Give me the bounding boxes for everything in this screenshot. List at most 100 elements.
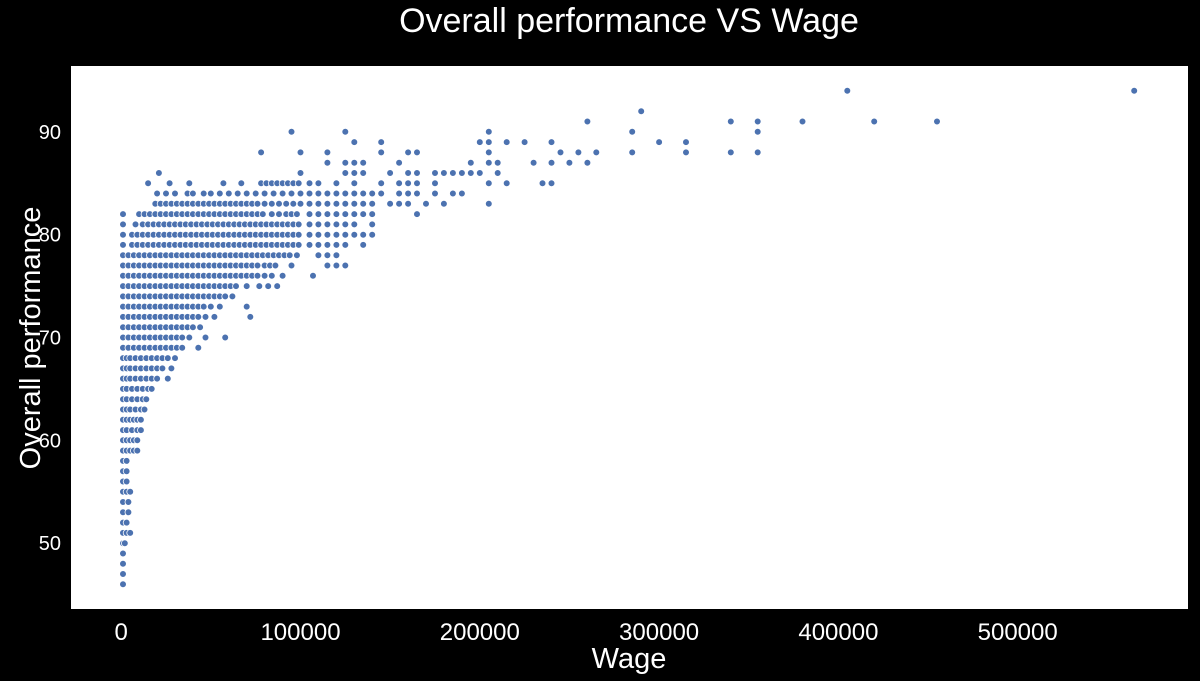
data-point [293, 210, 301, 218]
data-point [296, 189, 305, 198]
x-tick-label: 500000 [978, 619, 1058, 646]
data-point [253, 261, 262, 270]
x-axis-label: Wage [592, 643, 667, 675]
data-point [323, 210, 332, 218]
data-point [332, 200, 341, 208]
data-point [350, 179, 359, 188]
x-tick-label: 200000 [440, 619, 520, 646]
data-point [404, 200, 412, 208]
data-point [484, 200, 493, 208]
data-point [323, 158, 332, 167]
y-tick-label: 50 [39, 533, 61, 555]
data-point [377, 189, 386, 198]
data-point [153, 374, 161, 383]
data-point [201, 313, 210, 321]
data-point [637, 107, 645, 116]
data-point [753, 117, 762, 126]
data-point [199, 302, 208, 311]
data-point [314, 200, 323, 208]
data-point [210, 313, 219, 321]
data-point [583, 117, 592, 126]
data-point [221, 333, 230, 342]
data-point [449, 189, 457, 198]
data-point [207, 189, 215, 198]
data-point [305, 179, 314, 188]
data-point [368, 200, 377, 208]
data-point [285, 251, 294, 260]
data-point [199, 189, 208, 198]
data-point [655, 138, 663, 146]
data-point [225, 189, 233, 198]
data-point [466, 158, 475, 167]
data-point [194, 313, 203, 321]
data-point [726, 117, 735, 126]
data-point [201, 333, 210, 342]
x-tick-label: 100000 [260, 619, 340, 646]
data-point [267, 200, 276, 208]
data-point [185, 179, 194, 188]
data-point [377, 179, 386, 188]
data-point [228, 292, 237, 301]
data-point [251, 189, 260, 198]
data-point [237, 179, 246, 188]
data-point [538, 179, 547, 188]
data-point [547, 138, 556, 146]
data-point [196, 323, 204, 332]
data-point [502, 138, 511, 146]
data-point [341, 169, 350, 177]
data-point [350, 138, 359, 146]
data-point [395, 179, 403, 188]
data-point [119, 230, 127, 239]
data-point [368, 210, 377, 218]
data-point [267, 271, 276, 280]
data-point [242, 282, 251, 290]
data-point [314, 220, 323, 229]
data-point [178, 333, 187, 342]
data-point [314, 251, 323, 260]
data-point [341, 189, 350, 198]
data-point [556, 148, 565, 157]
data-point [255, 282, 264, 290]
data-point [164, 354, 172, 362]
data-point [574, 148, 583, 157]
data-point [242, 189, 251, 198]
data-point [386, 200, 394, 208]
data-point [278, 189, 287, 198]
y-axis-ticks: 50 60 70 80 90 [39, 122, 61, 555]
data-point [246, 313, 255, 321]
data-point [350, 158, 359, 167]
data-point [155, 169, 163, 177]
data-point [458, 169, 466, 177]
data-point [260, 271, 269, 280]
data-point [350, 189, 359, 198]
data-point [119, 549, 127, 558]
data-point [171, 189, 179, 198]
data-point [165, 179, 174, 188]
data-point [332, 241, 341, 249]
data-point [323, 251, 332, 260]
data-point [323, 200, 332, 208]
data-point [273, 282, 282, 290]
data-point [628, 148, 636, 157]
data-point [258, 210, 267, 218]
y-tick-label: 60 [39, 430, 61, 452]
data-point [332, 179, 341, 188]
data-point [314, 189, 323, 198]
data-point [359, 189, 368, 198]
data-point [144, 179, 152, 188]
data-point [341, 261, 350, 270]
data-point [119, 559, 127, 568]
data-point [404, 148, 412, 157]
data-point [294, 241, 303, 249]
data-point [682, 138, 690, 146]
data-point [194, 343, 203, 352]
data-point [282, 200, 291, 208]
data-point [119, 580, 127, 589]
data-point [350, 169, 359, 177]
data-point [221, 292, 230, 301]
data-point [185, 333, 194, 342]
data-point [119, 241, 127, 249]
data-point [147, 385, 156, 393]
data-point [233, 189, 242, 198]
data-point [350, 230, 359, 239]
